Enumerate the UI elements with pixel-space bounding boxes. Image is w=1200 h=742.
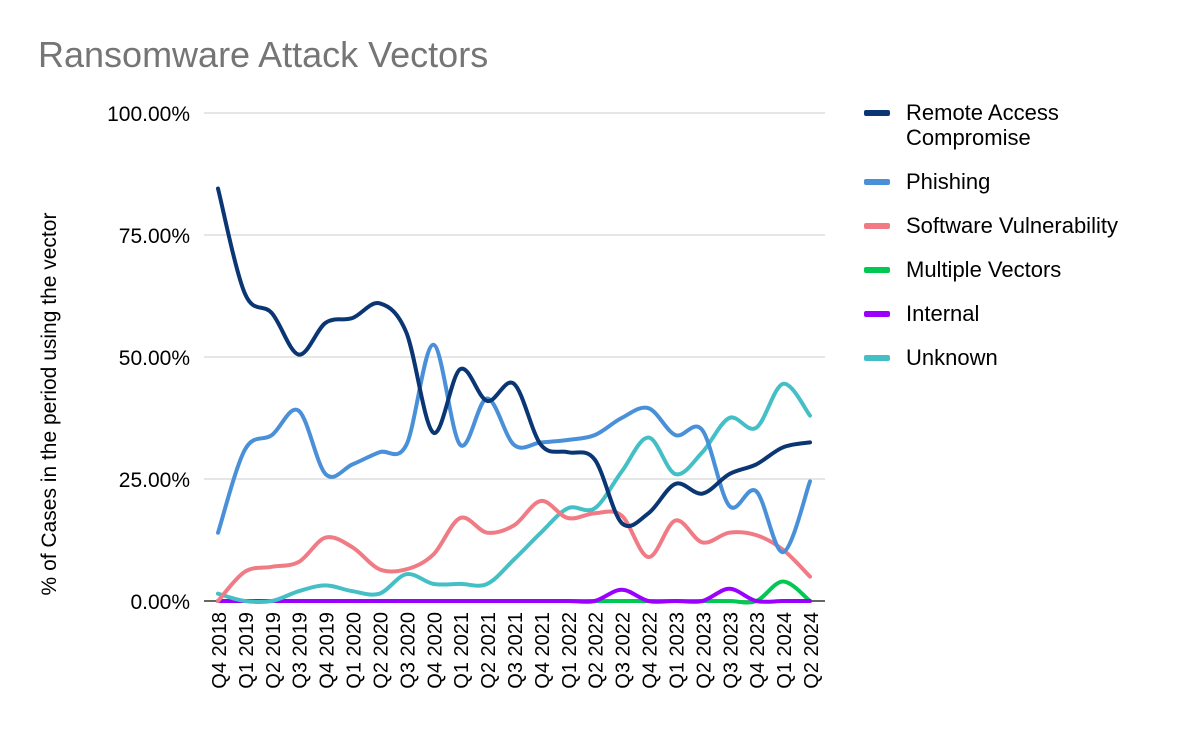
x-tick-label: Q4 2020 — [424, 612, 446, 689]
x-tick-label: Q1 2022 — [559, 612, 581, 689]
x-tick-label: Q4 2018 — [209, 612, 231, 689]
y-tick-label: 25.00% — [119, 469, 190, 492]
x-tick-label: Q2 2020 — [370, 612, 392, 689]
legend-label: Unknown — [906, 345, 998, 370]
x-tick-label: Q4 2022 — [640, 612, 662, 689]
x-tick-label: Q2 2021 — [478, 612, 500, 689]
series-lines — [216, 186, 812, 605]
x-tick-label: Q1 2020 — [344, 612, 366, 689]
x-tick-label: Q1 2023 — [666, 612, 688, 689]
x-tick-label: Q1 2019 — [236, 612, 258, 689]
x-tick-label: Q4 2021 — [532, 612, 554, 689]
legend-swatch — [864, 223, 890, 229]
x-tick-label: Q3 2021 — [505, 612, 527, 689]
y-tick-label: 0.00% — [130, 591, 190, 614]
y-tick-label: 100.00% — [107, 103, 190, 126]
legend-swatch — [864, 355, 890, 361]
series-line-internal — [216, 586, 812, 604]
legend-item: Internal — [862, 301, 1182, 326]
x-tick-label: Q2 2019 — [263, 612, 285, 689]
legend-label: Remote Access Compromise — [906, 100, 1059, 150]
x-tick-label: Q1 2024 — [774, 612, 796, 689]
series-line-software-vulnerability — [216, 499, 812, 603]
x-tick-label: Q2 2023 — [693, 612, 715, 689]
legend: Remote Access Compromise Phishing Software… — [862, 100, 1182, 389]
x-tick-label: Q2 2024 — [801, 612, 823, 689]
legend-label: Multiple Vectors — [906, 257, 1062, 282]
legend-label: Software Vulnerability — [906, 213, 1118, 238]
y-tick-label: 50.00% — [119, 347, 190, 370]
legend-item: Phishing — [862, 169, 1182, 194]
series-line-unknown — [216, 381, 812, 605]
x-tick-label: Q2 2022 — [586, 612, 608, 689]
y-axis-ticks: 0.00% 25.00% 50.00% 75.00% 100.00% — [107, 103, 190, 614]
legend-swatch — [864, 311, 890, 317]
gridlines — [204, 112, 825, 602]
legend-item: Unknown — [862, 345, 1182, 370]
x-tick-label: Q3 2022 — [613, 612, 635, 689]
legend-label: Internal — [906, 301, 980, 326]
legend-label: Phishing — [906, 169, 991, 194]
chart-title: Ransomware Attack Vectors — [38, 34, 489, 75]
x-tick-label: Q1 2021 — [451, 612, 473, 689]
x-tick-label: Q4 2023 — [747, 612, 769, 689]
x-tick-label: Q3 2023 — [720, 612, 742, 689]
series-line-remote-access-compromise — [216, 186, 812, 529]
series-line-phishing — [216, 342, 812, 555]
legend-swatch — [864, 179, 890, 185]
x-axis-ticks: Q4 2018 Q1 2019 Q2 2019 Q3 2019 Q4 2019 Q1 20… — [209, 612, 823, 689]
x-tick-label: Q3 2019 — [290, 612, 312, 689]
legend-swatch — [864, 267, 890, 273]
x-tick-label: Q4 2019 — [317, 612, 339, 689]
y-tick-label: 75.00% — [119, 225, 190, 248]
legend-item: Remote Access Compromise — [862, 100, 1116, 150]
legend-item: Multiple Vectors — [862, 257, 1182, 282]
y-axis-title: % of Cases in the period using the vecto… — [38, 213, 61, 596]
legend-swatch — [864, 110, 890, 116]
x-tick-label: Q3 2020 — [397, 612, 419, 689]
legend-item: Software Vulnerability — [862, 213, 1182, 238]
